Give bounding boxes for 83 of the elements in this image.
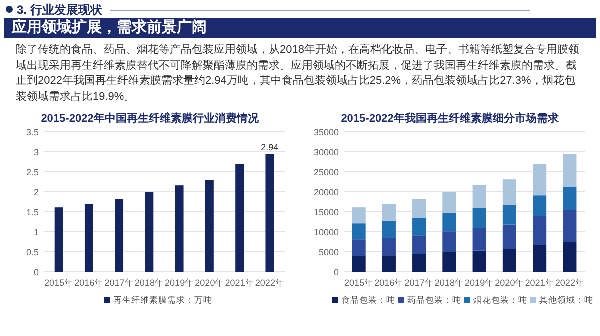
legend-label: 药品包装：吨 — [408, 295, 462, 305]
bar — [472, 228, 486, 251]
bar — [533, 216, 547, 246]
bar — [205, 180, 214, 272]
bar — [502, 204, 516, 225]
y-tick-label: 0 — [334, 268, 339, 278]
bar — [352, 208, 366, 224]
legend-label: 食品包装：吨 — [342, 295, 396, 305]
text: 应用领域扩展，需求前景广阔 — [4, 18, 596, 38]
text: 除了传统的食品、药品、烟花等产品包装应用领域，从2018年开始，在高档化妆品、电子、书籍等纸塑复合专用膜领域出现采用再生纤维素膜替代不可降解聚酯薄膜的需求。应用领域的不断拓展，促进了我国再生纤维素膜的需求。截止到2022年我国再生纤维素膜需求量约2.94万吨，其中食品包装领域占比25.2%，药品包装领域占比27.3%，烟花包装领域需求占比19.9%。 — [16, 43, 580, 104]
y-tick-label: 3.5 — [26, 128, 39, 138]
bar — [175, 186, 184, 272]
y-tick-label: 20000 — [314, 188, 339, 198]
bar — [563, 242, 577, 272]
y-tick-label: 1.5 — [26, 208, 39, 218]
y-tick-label: 25000 — [314, 168, 339, 178]
y-tick-label: 2.5 — [26, 168, 39, 178]
bar — [145, 192, 154, 272]
x-tick-label: 2018年 — [134, 278, 164, 288]
bar — [442, 192, 456, 214]
bar — [352, 256, 366, 272]
bar — [236, 164, 244, 272]
x-tick-label: 2022年 — [255, 278, 284, 288]
legend-label: 烟花包装：吨 — [474, 295, 528, 305]
x-tick-label: 2015年 — [344, 278, 374, 288]
y-tick-label: 30000 — [314, 148, 339, 158]
bar — [382, 238, 396, 256]
data-label: 2.94 — [261, 142, 279, 152]
y-tick-label: 5000 — [318, 248, 339, 258]
x-tick-label: 2021年 — [525, 278, 554, 288]
bar — [533, 196, 547, 216]
bar — [442, 232, 456, 252]
y-tick-label: 1 — [34, 228, 39, 238]
y-tick-label: 0 — [34, 268, 39, 278]
bar — [54, 208, 64, 272]
legend-label: 再生纤维素膜需求：万吨 — [114, 295, 212, 305]
bar — [382, 221, 396, 238]
bar — [472, 208, 486, 228]
bar — [412, 236, 426, 254]
bar — [472, 250, 486, 272]
y-tick-label: 15000 — [314, 208, 339, 218]
legend-label: 其他领域：吨 — [540, 295, 594, 305]
x-tick-label: 2016年 — [74, 278, 104, 288]
y-tick-label: 2 — [34, 188, 39, 198]
bar — [115, 199, 124, 272]
bar — [442, 252, 456, 272]
bar — [502, 249, 516, 272]
bar — [84, 204, 94, 272]
x-tick-label: 2022年 — [555, 278, 584, 288]
x-tick-label: 2017年 — [104, 278, 134, 288]
y-tick-label: 3 — [34, 148, 39, 158]
x-tick-label: 2017年 — [404, 278, 434, 288]
bar — [352, 240, 366, 256]
bar — [502, 224, 516, 250]
bar — [472, 185, 486, 208]
bar — [533, 164, 547, 196]
chart-title: 2015-2022年中国再生纤维素膜行业消费情况 — [41, 112, 260, 125]
y-tick-label: 10000 — [314, 228, 339, 238]
bar — [563, 154, 577, 188]
x-tick-label: 2020年 — [195, 278, 224, 288]
bar — [412, 199, 426, 218]
bar — [442, 213, 456, 232]
bar — [412, 218, 426, 236]
text: 3. 行业发展现状 — [17, 2, 102, 19]
x-tick-label: 2018年 — [434, 278, 464, 288]
x-tick-label: 2019年 — [465, 278, 494, 288]
x-tick-label: 2021年 — [225, 278, 254, 288]
x-tick-label: 2016年 — [374, 278, 404, 288]
bar — [412, 254, 426, 272]
bar — [563, 187, 577, 210]
x-tick-label: 2015年 — [44, 278, 74, 288]
bar — [533, 245, 547, 272]
bar — [266, 154, 274, 272]
bar — [563, 210, 577, 242]
y-tick-label: 35000 — [314, 128, 339, 138]
bar — [382, 204, 396, 222]
bar — [382, 256, 396, 272]
bar — [352, 224, 366, 240]
y-tick-label: 0.5 — [26, 248, 39, 258]
bar — [502, 180, 516, 205]
chart-title: 2015-2022年我国再生纤维素膜细分市场需求 — [341, 112, 560, 125]
x-tick-label: 2020年 — [495, 278, 524, 288]
x-tick-label: 2019年 — [165, 278, 194, 288]
